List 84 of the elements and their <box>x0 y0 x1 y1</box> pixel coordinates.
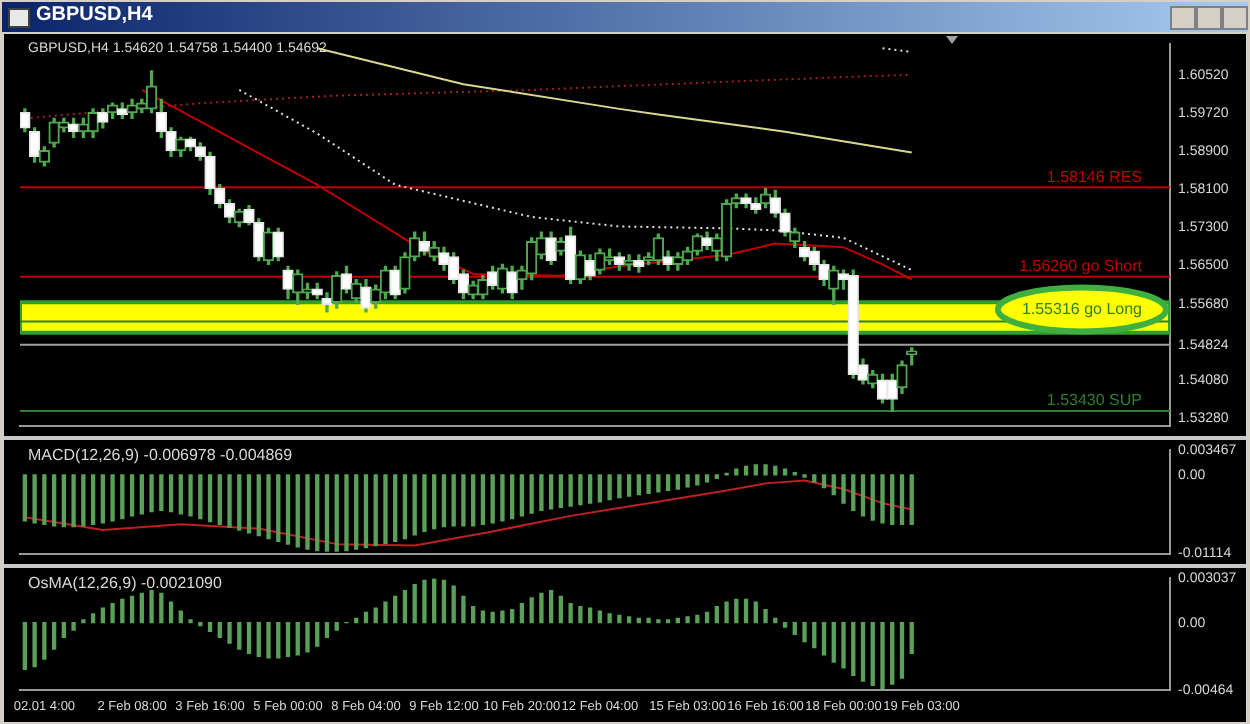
bar <box>90 613 96 624</box>
bar <box>890 622 895 685</box>
bar <box>870 622 875 687</box>
bar <box>899 622 905 679</box>
bar <box>578 606 583 624</box>
ref-line-label: 1.56260 go Short <box>1019 257 1144 276</box>
bar <box>149 589 154 624</box>
bar <box>724 601 729 624</box>
bar <box>519 603 525 624</box>
bar <box>422 579 427 624</box>
chart-title: GBPUSD,H4 <box>36 4 153 26</box>
bar <box>880 622 885 690</box>
bar <box>558 595 564 624</box>
bar <box>256 622 261 657</box>
bar <box>217 622 222 638</box>
bar <box>763 608 768 624</box>
bar <box>792 622 797 636</box>
bar <box>22 622 28 671</box>
bar <box>714 606 719 624</box>
bar <box>432 578 437 624</box>
bar <box>471 606 476 624</box>
bar <box>129 595 135 624</box>
bar <box>529 597 534 624</box>
bar <box>841 622 846 669</box>
ref-line-label: 1.58146 RES <box>1046 167 1142 186</box>
bar <box>821 622 827 656</box>
bar <box>646 617 651 624</box>
bar <box>782 622 788 628</box>
bar <box>237 622 242 650</box>
bar <box>607 613 612 624</box>
ref-line-label: 1.53430 SUP <box>1046 391 1142 410</box>
line-series <box>238 88 913 272</box>
bar <box>587 607 593 624</box>
bar <box>393 595 398 624</box>
bar <box>617 614 622 624</box>
bar <box>373 607 378 624</box>
bar <box>734 598 739 624</box>
bar <box>461 595 466 624</box>
bar <box>207 622 213 633</box>
bar <box>831 622 836 663</box>
bar <box>685 616 690 624</box>
bar <box>500 610 505 624</box>
bar <box>383 601 388 624</box>
bar <box>61 622 67 638</box>
bar <box>597 610 603 624</box>
bar <box>441 579 447 624</box>
bar <box>159 592 164 624</box>
bar <box>324 622 330 638</box>
bar <box>246 622 252 654</box>
bar <box>451 585 456 624</box>
bar <box>305 622 310 653</box>
bar <box>100 607 105 624</box>
bar <box>860 622 866 682</box>
bar <box>548 589 554 624</box>
bar <box>42 622 47 660</box>
bar <box>480 610 486 624</box>
bar <box>266 622 271 659</box>
chart-title: OsMA(12,26,9) -0.0021090 <box>28 574 222 592</box>
bar <box>568 603 573 624</box>
bar <box>71 622 76 631</box>
bar <box>402 589 408 624</box>
bar <box>743 598 749 624</box>
bar <box>315 622 320 647</box>
bar <box>626 616 632 624</box>
bar <box>110 603 115 624</box>
bar <box>812 622 817 649</box>
bar <box>539 592 544 624</box>
bar <box>909 622 914 654</box>
bar <box>510 608 515 624</box>
bar <box>178 610 183 624</box>
bar <box>276 622 281 659</box>
bar <box>32 622 37 668</box>
bar <box>139 592 144 624</box>
bar <box>802 622 807 643</box>
bar <box>295 622 300 656</box>
bar <box>412 584 417 624</box>
bar <box>227 622 232 644</box>
bar <box>285 622 291 657</box>
ref-line-label: 1.55316 go Long <box>1021 299 1142 318</box>
bar <box>120 598 125 624</box>
bar <box>851 622 856 676</box>
chart-title: MACD(12,26,9) -0.006978 -0.004869 <box>28 446 293 464</box>
bar <box>51 622 57 650</box>
bar <box>334 622 339 631</box>
